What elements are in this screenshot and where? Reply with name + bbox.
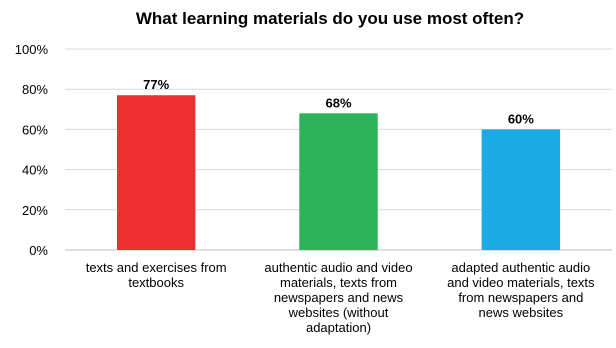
category-label: websites (without [288,305,389,320]
category-label: adaptation) [306,320,371,335]
category-label: materials, texts from [280,275,397,290]
bars [116,95,561,250]
y-axis-ticks: 0% 20% 40% 60% 80% 100% [15,42,49,258]
data-label: 60% [508,111,534,126]
bar [481,129,561,250]
y-tick-label: 100% [15,42,49,57]
y-tick-label: 60% [22,122,48,137]
y-tick-label: 20% [22,203,48,218]
category-label: newspapers and news [274,290,404,305]
y-tick-label: 80% [22,82,48,97]
category-label: and video materials, texts [447,275,595,290]
data-label: 68% [325,95,351,110]
category-label: adapted authentic audio [451,260,590,275]
bar [116,95,196,250]
bar [299,113,378,250]
chart-title: What learning materials do you use most … [136,9,524,28]
y-tick-label: 0% [29,243,48,258]
category-label: from newspapers and [458,290,583,305]
data-labels: 77% 68% 60% [143,77,534,126]
category-label: texts and exercises from [86,260,227,275]
category-label: textbooks [128,275,184,290]
category-label: news websites [479,305,564,320]
category-label: authentic audio and video [264,260,412,275]
data-label: 77% [143,77,169,92]
y-tick-label: 40% [22,163,48,178]
